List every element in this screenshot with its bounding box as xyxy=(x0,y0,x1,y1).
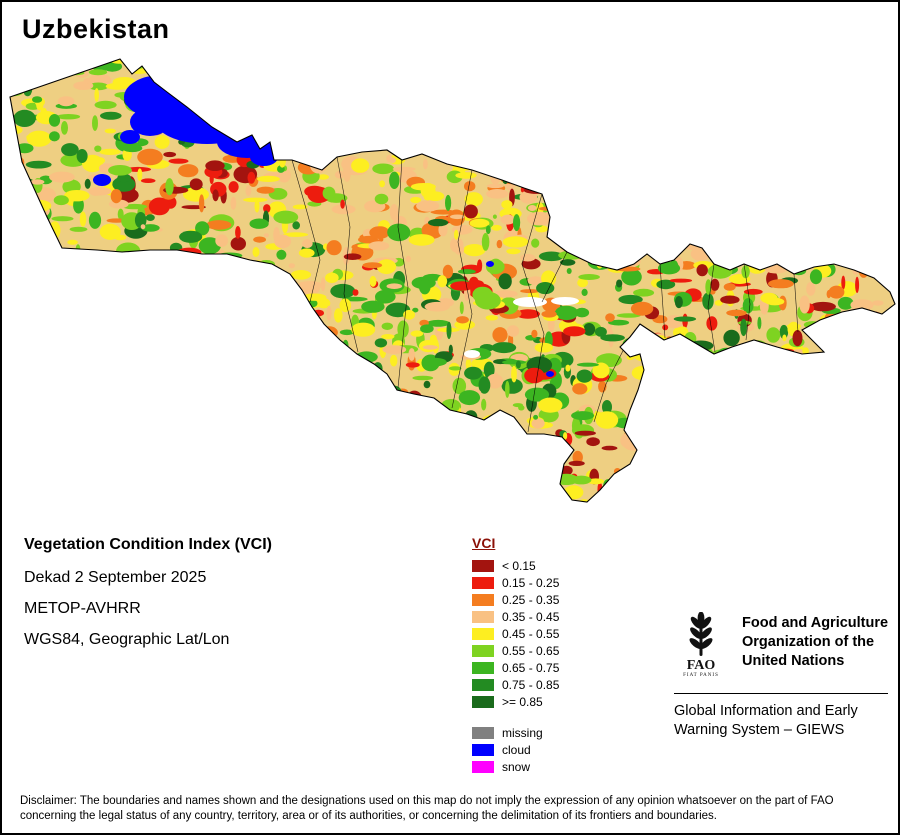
legend-title: VCI xyxy=(472,535,496,551)
legend-swatch xyxy=(472,610,494,623)
legend-row: 0.75 - 0.85 xyxy=(472,676,559,693)
page-title: Uzbekistan xyxy=(22,14,170,44)
legend-swatch xyxy=(472,678,494,691)
legend-label: 0.45 - 0.55 xyxy=(502,626,560,641)
giews-label: Global Information and Early Warning Sys… xyxy=(674,703,858,738)
legend-row: 0.25 - 0.35 xyxy=(472,591,559,608)
legend-swatch xyxy=(472,661,494,674)
legend-row: missing xyxy=(472,724,559,741)
legend-label: snow xyxy=(502,759,531,774)
disclaimer-text: Disclaimer: The boundaries and names sho… xyxy=(20,795,834,822)
dekad-label: Dekad 2 September 2025 xyxy=(24,569,207,586)
legend-row: 0.15 - 0.25 xyxy=(472,574,559,591)
legend-label: cloud xyxy=(502,742,531,757)
admin-boundaries xyxy=(291,156,799,433)
legend-row: cloud xyxy=(472,741,559,758)
legend-swatch xyxy=(472,695,494,708)
svg-text:FIAT PANIS: FIAT PANIS xyxy=(683,673,719,678)
legend-row: 0.65 - 0.75 xyxy=(472,659,559,676)
legend-swatch xyxy=(472,576,494,589)
legend-row: >= 0.85 xyxy=(472,693,559,710)
legend-vci-classes: < 0.15 0.15 - 0.25 0.25 - 0.35 0.35 - 0.45 0… xyxy=(472,557,559,710)
legend-row: 0.35 - 0.45 xyxy=(472,608,559,625)
legend: VCI < 0.15 0.15 - 0.25 0.25 - 0.35 0.35 - 0… xyxy=(472,535,559,775)
legend-swatch xyxy=(472,627,494,640)
legend-swatch xyxy=(472,644,494,657)
fao-separator-line xyxy=(674,693,888,694)
legend-swatch xyxy=(472,593,494,606)
legend-label: < 0.15 xyxy=(502,558,536,573)
legend-row: snow xyxy=(472,758,559,775)
fao-block: FAO FIAT PANIS Food and Agriculture Orga… xyxy=(672,612,890,678)
nodata-white-patches xyxy=(464,297,579,358)
legend-swatch xyxy=(472,743,494,756)
legend-row: 0.45 - 0.55 xyxy=(472,625,559,642)
legend-label: 0.35 - 0.45 xyxy=(502,609,560,624)
legend-label: 0.15 - 0.25 xyxy=(502,575,560,590)
fao-logo-icon: FAO FIAT PANIS xyxy=(683,612,719,678)
legend-swatch xyxy=(472,726,494,739)
legend-label: 0.75 - 0.85 xyxy=(502,677,560,692)
legend-row: < 0.15 xyxy=(472,557,559,574)
fao-logo-text: FAO xyxy=(687,658,716,673)
legend-swatch xyxy=(472,559,494,572)
legend-label: 0.65 - 0.75 xyxy=(502,660,560,675)
map-info-block: Vegetation Condition Index (VCI) Dekad 2… xyxy=(24,536,272,662)
product-name: Vegetation Condition Index (VCI) xyxy=(24,536,272,553)
legend-overlays: missing cloud snow xyxy=(472,724,559,775)
legend-swatch xyxy=(472,760,494,773)
projection-label: WGS84, Geographic Lat/Lon xyxy=(24,631,230,648)
sensor-label: METOP-AVHRR xyxy=(24,600,141,617)
legend-label: 0.55 - 0.65 xyxy=(502,643,560,658)
legend-label: missing xyxy=(502,725,543,740)
legend-row: 0.55 - 0.65 xyxy=(472,642,559,659)
legend-label: >= 0.85 xyxy=(502,694,543,709)
legend-label: 0.25 - 0.35 xyxy=(502,592,560,607)
fao-org-name: Food and Agriculture Organization of the… xyxy=(742,615,889,669)
